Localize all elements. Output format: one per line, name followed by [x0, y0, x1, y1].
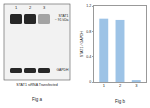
svg-text:1: 1 — [15, 5, 18, 10]
svg-text:~ 91 kDa: ~ 91 kDa — [55, 18, 69, 22]
svg-text:1.2: 1.2 — [86, 4, 91, 8]
svg-text:Fig b: Fig b — [115, 99, 126, 104]
svg-text:3: 3 — [43, 5, 46, 10]
svg-text:0.8: 0.8 — [86, 30, 91, 34]
svg-text:Fig a: Fig a — [32, 97, 43, 102]
svg-text:STAT1 / GAPDH: STAT1 / GAPDH — [80, 30, 84, 57]
svg-text:3: 3 — [135, 83, 138, 88]
svg-text:2: 2 — [119, 83, 122, 88]
svg-text:STAT1: STAT1 — [58, 14, 69, 18]
svg-text:STAT1 siRNA Transfected: STAT1 siRNA Transfected — [16, 83, 57, 87]
svg-text:1: 1 — [103, 83, 106, 88]
svg-text:0.4: 0.4 — [86, 55, 91, 59]
svg-text:2: 2 — [29, 5, 32, 10]
svg-text:0: 0 — [89, 80, 91, 84]
svg-text:GAPDH: GAPDH — [56, 68, 69, 72]
